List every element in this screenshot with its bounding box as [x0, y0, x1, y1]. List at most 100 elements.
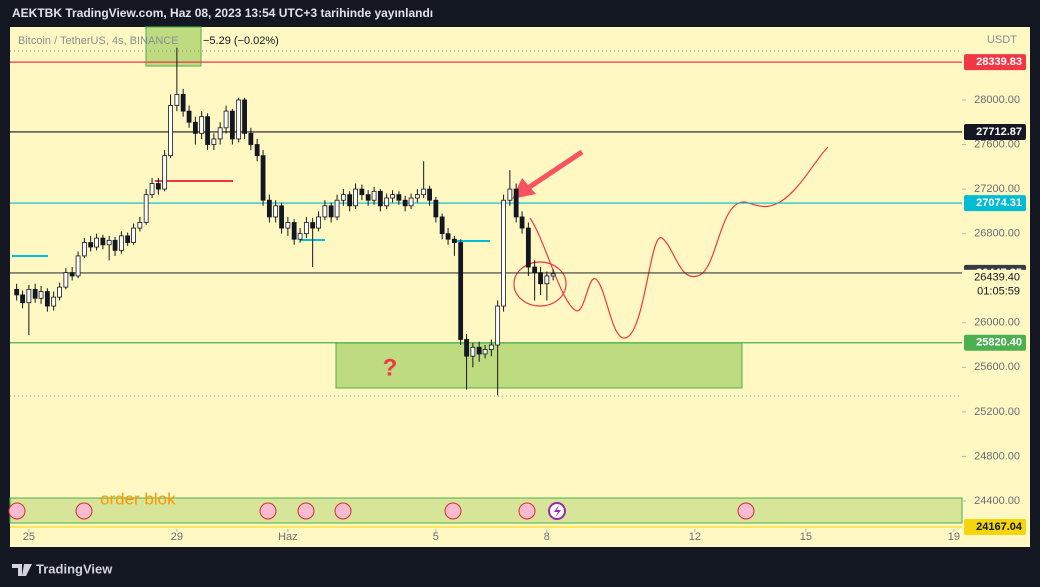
level-label: 24167.04	[976, 521, 1023, 533]
x-tick-label: 5	[433, 531, 439, 543]
level-label-box	[964, 334, 1026, 351]
countdown: 01:05:59	[977, 286, 1020, 298]
candle-body	[482, 349, 488, 355]
candle-body	[94, 237, 99, 248]
candle-body	[297, 233, 303, 240]
candle-body	[470, 346, 476, 357]
level-label: 28339.83	[976, 56, 1022, 68]
candle-body	[334, 199, 340, 218]
candle-body	[57, 286, 62, 298]
candle-body	[51, 296, 57, 307]
event-flag	[297, 502, 315, 520]
candle-body	[254, 144, 260, 157]
candle-body	[451, 238, 457, 243]
candle-body	[186, 110, 192, 123]
candle-body	[180, 93, 186, 112]
order-block-label: order blok	[100, 489, 176, 508]
x-tick-label: 29	[171, 531, 183, 543]
event-flag	[334, 502, 352, 520]
event-icons	[8, 502, 755, 520]
x-tick-label: 25	[23, 531, 35, 543]
candle-body	[458, 242, 464, 340]
candle-body	[495, 305, 501, 346]
y-tick-label: 25200.00	[974, 406, 1020, 418]
candle-body	[359, 188, 365, 196]
brand-logo	[12, 564, 32, 576]
candle-body	[88, 242, 94, 248]
candle-body	[143, 194, 149, 223]
event-flag	[75, 502, 93, 520]
candle-body	[390, 194, 395, 199]
event-flag	[259, 502, 277, 520]
candle-body	[365, 194, 371, 201]
candle-body	[118, 235, 124, 251]
y-tick-label: 26000.00	[974, 317, 1020, 329]
candle-body	[81, 242, 87, 257]
x-tick-label: 19	[948, 531, 960, 543]
event-flag	[444, 502, 462, 520]
level-label: 27074.31	[976, 197, 1022, 209]
candle-body	[414, 194, 420, 199]
candle-body	[513, 188, 519, 218]
last-price-box	[964, 269, 1026, 300]
candle-body	[63, 272, 69, 288]
candle-body	[162, 155, 168, 190]
candle-body	[137, 222, 143, 229]
candle-body	[328, 205, 334, 218]
candle-body	[402, 199, 408, 207]
candle-body	[44, 291, 50, 307]
y-tick-label: 26800.00	[974, 228, 1020, 240]
candle-body	[285, 222, 291, 229]
y-tick-label: 25600.00	[974, 361, 1020, 373]
candle-body	[279, 205, 284, 229]
candle-body	[353, 188, 358, 207]
candle-body	[439, 216, 445, 235]
question-mark: ?	[383, 354, 398, 381]
candle-body	[112, 239, 118, 251]
candle-body	[433, 199, 439, 218]
candle-body	[192, 121, 198, 134]
x-tick-label: 15	[800, 531, 812, 543]
x-tick-label: 12	[689, 531, 701, 543]
level-label-box	[964, 123, 1026, 140]
candle-body	[316, 216, 321, 229]
candle-body	[476, 346, 482, 355]
candle-body	[205, 116, 210, 145]
candle-body	[155, 183, 161, 190]
candle-body	[273, 205, 279, 218]
y-tick-label: 28000.00	[974, 94, 1020, 106]
candle-body	[421, 188, 427, 196]
level-label: 27712.87	[976, 126, 1022, 138]
candle-body	[291, 222, 297, 240]
candle-body	[75, 255, 81, 277]
candle-body	[538, 272, 543, 285]
header: AEKTBK TradingView.com, Haz 08, 2023 13:…	[12, 6, 433, 20]
last-price-label: 26439.40	[974, 272, 1020, 284]
order-block-box	[9, 497, 963, 524]
candle-body	[408, 197, 414, 207]
x-tick-label: Haz	[278, 531, 298, 543]
y-tick-label: 27200.00	[974, 183, 1020, 195]
candle-body	[266, 199, 272, 218]
candle-body	[501, 199, 506, 307]
change-legend: −5.29 (−0.02%)	[203, 35, 279, 47]
candle-body	[100, 237, 106, 246]
candle-body	[322, 205, 328, 218]
candle-body	[69, 272, 75, 277]
candle-body	[174, 93, 180, 106]
candle-body	[106, 239, 112, 246]
y-tick-label: 27600.00	[974, 138, 1020, 150]
candle-body	[131, 227, 136, 243]
projection-curve	[529, 146, 829, 339]
candle-body	[396, 194, 402, 201]
x-tick-label: 8	[544, 531, 550, 543]
symbol-legend: Bitcoin / TetherUS, 4s, BINANCE	[18, 35, 179, 47]
event-flag	[8, 502, 26, 520]
candle-body	[532, 266, 538, 274]
arrow-shaft	[526, 149, 584, 191]
level-label-box	[964, 195, 1026, 212]
candle-body	[32, 288, 38, 299]
level-label-box	[964, 518, 1026, 535]
annotation-layer: ? order blok	[9, 26, 963, 528]
